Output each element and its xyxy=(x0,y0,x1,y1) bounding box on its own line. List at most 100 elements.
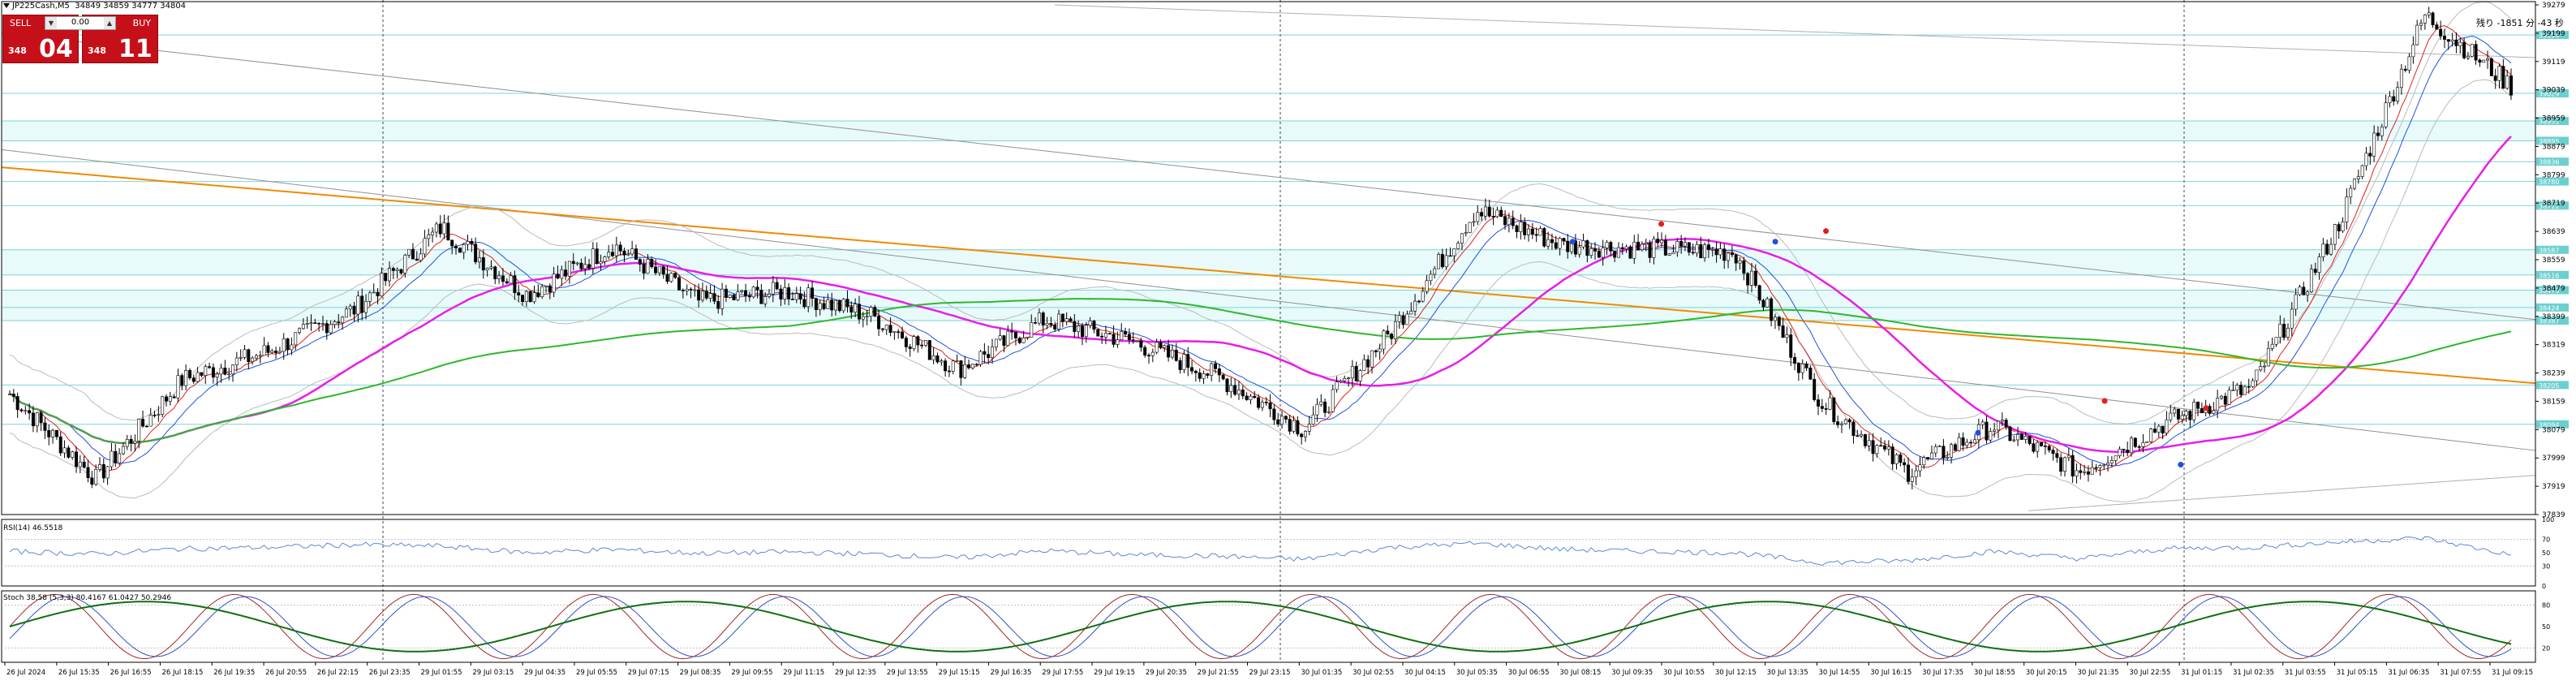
candle-body xyxy=(768,293,771,297)
lot-size-stepper[interactable]: ▼ 0.00 ▲ xyxy=(45,16,116,30)
candle-body xyxy=(2388,96,2392,104)
buy-label: BUY xyxy=(132,18,151,28)
candle-body xyxy=(697,289,701,301)
candle-body xyxy=(411,248,415,260)
candle-body xyxy=(215,373,219,378)
time-label-9: 29 Jul 03:15 xyxy=(472,669,514,677)
candle-body xyxy=(2079,470,2083,473)
candle-body xyxy=(184,370,188,386)
symbol-label: JP225Cash,M5 xyxy=(12,2,70,11)
candle-body xyxy=(1225,378,1229,392)
lot-size-input[interactable]: 0.00 xyxy=(71,18,90,27)
candle-body xyxy=(1382,330,1386,350)
candle-body xyxy=(540,286,544,297)
candle-body xyxy=(376,291,380,296)
one-click-trading-panel: SELL 348 04 BUY 348 11 ▼ 0.00 ▲ xyxy=(2,15,158,63)
candles xyxy=(8,6,2513,490)
time-label-44: 31 Jul 03:55 xyxy=(2285,669,2326,677)
ohlc-values: 34849 34859 34777 34804 xyxy=(75,2,187,11)
candle-body xyxy=(1734,254,1738,264)
candle-body xyxy=(399,269,403,274)
candle-body xyxy=(309,322,313,324)
candle-body xyxy=(571,261,575,265)
candle-body xyxy=(114,450,118,463)
candle-body xyxy=(298,328,302,333)
candle-body xyxy=(901,331,905,338)
candle-body xyxy=(1468,222,1472,233)
candle-body xyxy=(1777,317,1781,326)
candle-body xyxy=(121,446,125,455)
candle-body xyxy=(1221,374,1225,380)
candle-body xyxy=(940,360,944,363)
candle-body xyxy=(1894,454,1899,464)
candle-body xyxy=(1214,363,1218,369)
candle-body xyxy=(187,370,191,378)
candle-body xyxy=(2196,402,2200,409)
time-label-34: 30 Jul 13:35 xyxy=(1767,669,1808,677)
candle-body xyxy=(1233,385,1237,395)
candle-body xyxy=(196,372,200,382)
candle-body xyxy=(614,244,618,256)
candle-body xyxy=(665,274,669,282)
candle-body xyxy=(1836,421,1840,425)
candle-body xyxy=(2474,44,2478,61)
candle-body xyxy=(1507,218,1511,226)
candle-body xyxy=(2075,470,2079,476)
lot-increase-icon[interactable]: ▲ xyxy=(104,17,115,29)
candle-body xyxy=(234,357,239,365)
candle-body xyxy=(1170,349,1174,358)
candle-body xyxy=(1609,242,1613,252)
candle-body xyxy=(806,287,811,308)
price-label-12: 38319 xyxy=(2542,342,2565,350)
candle-body xyxy=(959,360,963,378)
candle-body xyxy=(1907,464,1910,482)
candle-body xyxy=(1174,349,1178,361)
candle-body xyxy=(1796,363,1800,373)
candle-body xyxy=(2102,464,2106,467)
level-tag-6: 38712 xyxy=(2539,203,2559,210)
candle-body xyxy=(1139,340,1143,348)
candle-body xyxy=(474,243,478,263)
candle-body xyxy=(1742,260,1746,274)
candle-body xyxy=(1589,248,1593,256)
candle-body xyxy=(208,366,212,368)
candle-body xyxy=(1593,248,1598,252)
time-label-19: 29 Jul 16:35 xyxy=(990,669,1031,677)
lot-decrease-icon[interactable]: ▼ xyxy=(45,17,57,29)
candle-body xyxy=(854,304,858,312)
candle-body xyxy=(2235,385,2239,390)
candle-body xyxy=(2251,380,2255,387)
candle-body xyxy=(2294,294,2298,310)
candle-body xyxy=(1910,476,1914,482)
menu-triangle-icon[interactable] xyxy=(3,3,10,8)
candle-body xyxy=(1135,340,1139,342)
candle-body xyxy=(802,299,806,308)
candle-body xyxy=(607,252,611,257)
candle-body xyxy=(277,351,282,353)
candle-body xyxy=(462,243,466,253)
candle-body xyxy=(360,295,364,313)
level-tag-12: 38205 xyxy=(2539,382,2559,390)
candle-body xyxy=(978,351,983,365)
buy-button[interactable]: BUY 348 11 xyxy=(82,15,158,63)
candle-body xyxy=(923,340,927,346)
time-label-29: 30 Jul 06:55 xyxy=(1508,669,1550,677)
candle-body xyxy=(2152,429,2157,433)
candle-body xyxy=(1069,318,1073,322)
candle-body xyxy=(1077,325,1081,332)
time-label-36: 30 Jul 16:15 xyxy=(1870,669,1912,677)
candle-body xyxy=(1417,300,1421,303)
candle-body xyxy=(2384,102,2388,127)
candle-body xyxy=(1178,360,1182,370)
candle-body xyxy=(2380,126,2384,136)
candle-body xyxy=(427,235,431,239)
candle-body xyxy=(974,364,978,366)
sell-price-pips: 04 xyxy=(39,35,73,63)
candle-body xyxy=(1519,222,1523,232)
candle-body xyxy=(1370,350,1374,368)
level-tag-bg-1 xyxy=(2536,89,2569,98)
candle-body xyxy=(1096,329,1100,337)
candle-body xyxy=(1452,248,1456,256)
sell-label: SELL xyxy=(10,18,32,28)
